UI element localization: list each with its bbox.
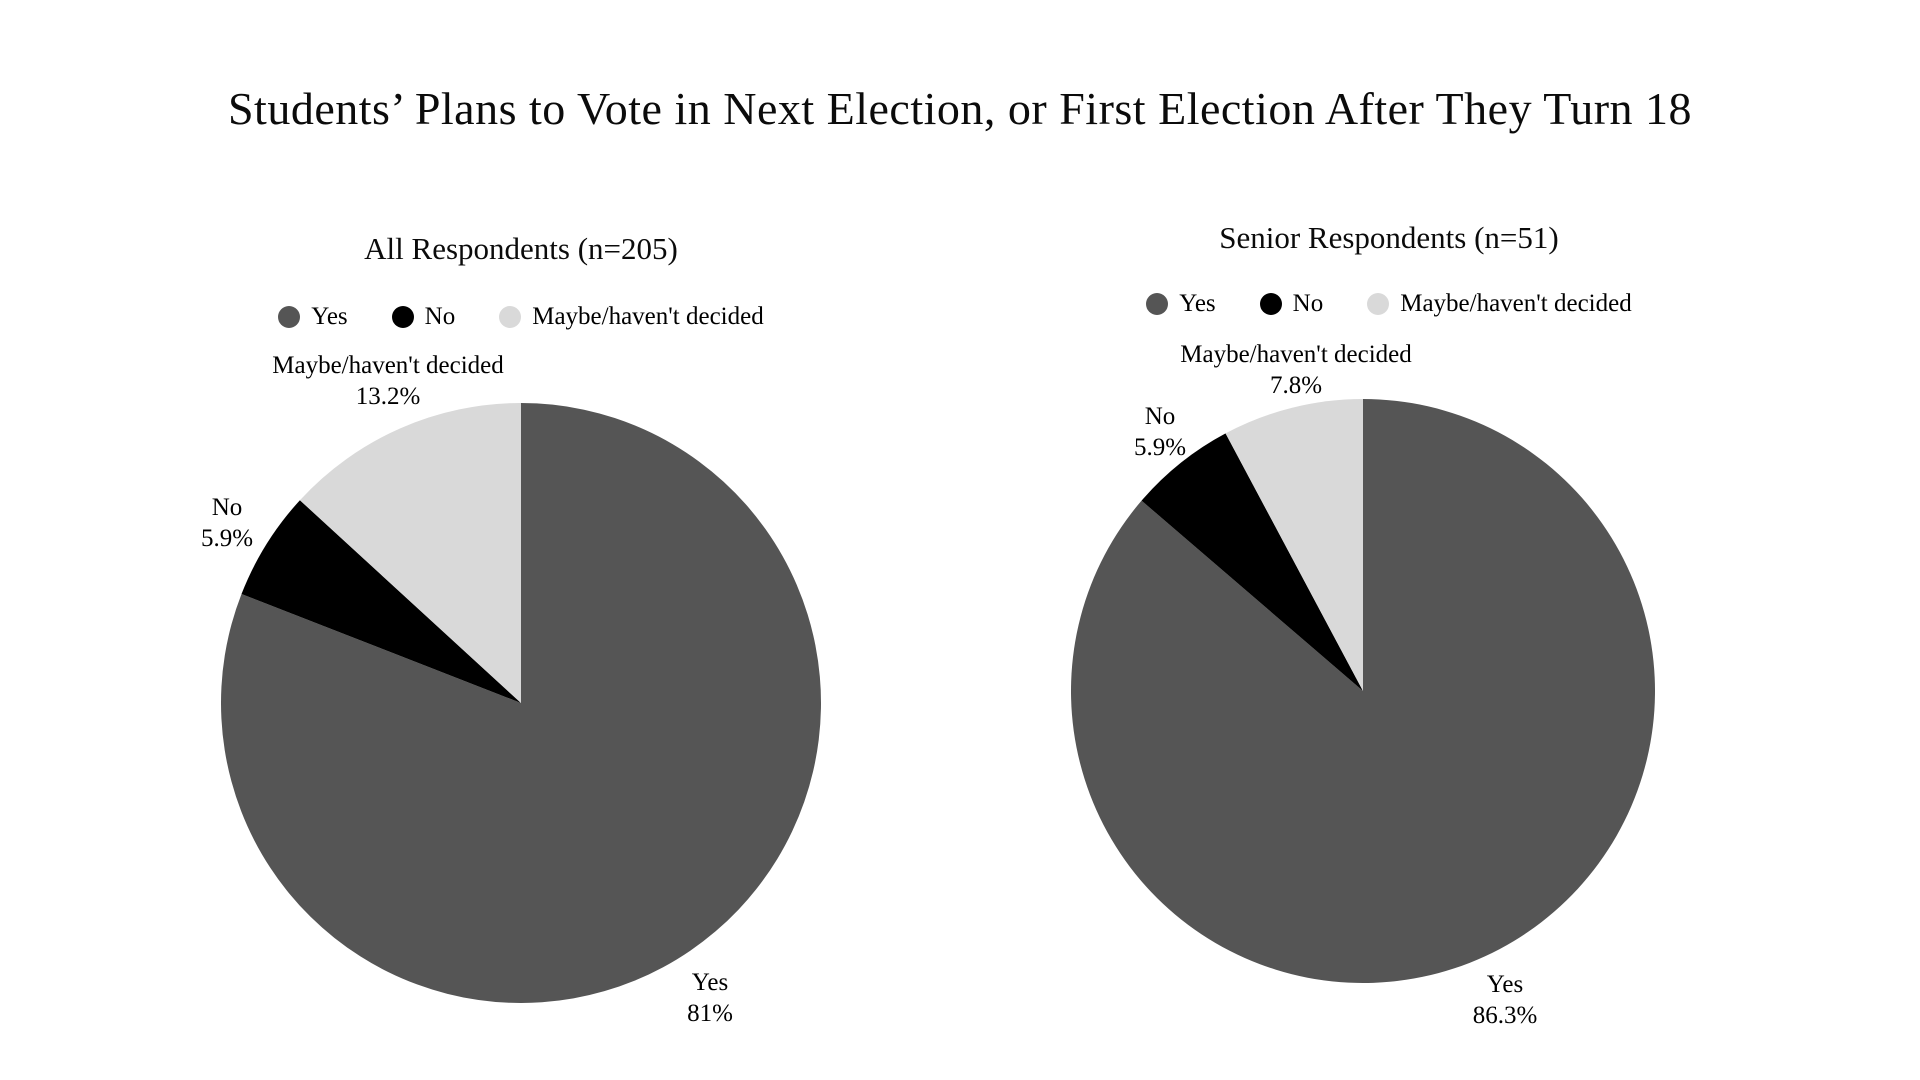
slice-label-yes-all-pct: 81% [687, 999, 733, 1027]
pie-slice-yes [1071, 399, 1655, 983]
pie-slice-no [241, 500, 521, 703]
pie-slice-yes [221, 403, 821, 1003]
pie-chart-senior-respondents [1071, 399, 1655, 983]
slice-label-yes-all-name: Yes [691, 969, 729, 996]
legend-senior-respondents: Yes No Maybe/haven't decided [1039, 290, 1739, 318]
pie-slice-maybe-haven-t-decided [299, 403, 521, 703]
legend-label-maybe: Maybe/haven't decided [1400, 290, 1632, 317]
legend-dot-no [1259, 293, 1282, 315]
legend-label-no: No [424, 303, 456, 330]
chart-title-all-respondents: All Respondents (n=205) [364, 231, 678, 266]
legend-item-maybe: Maybe/haven't decided [499, 303, 764, 331]
slice-label-yes-senior: Yes 86.3% [1425, 970, 1585, 1031]
legend-all-respondents: Yes No Maybe/haven't decided [171, 303, 871, 331]
page-title: Students’ Plans to Vote in Next Election… [227, 83, 1693, 134]
slice-label-no-all-name: No [211, 494, 243, 521]
slice-label-yes-senior-name: Yes [1486, 971, 1524, 998]
slice-label-no-all-pct: 5.9% [200, 524, 254, 552]
pie-chart-all-respondents [221, 403, 821, 1003]
slice-label-no-senior: No 5.9% [1080, 402, 1240, 463]
slice-label-maybe-senior: Maybe/haven't decided 7.8% [1146, 340, 1446, 401]
slice-label-maybe-all-name: Maybe/haven't decided [272, 352, 504, 379]
legend-dot-yes [278, 306, 301, 328]
legend-item-no: No [1259, 290, 1324, 318]
chart-title-senior-respondents: Senior Respondents (n=51) [1219, 220, 1559, 255]
legend-dot-yes [1146, 293, 1169, 315]
slice-label-no-senior-pct: 5.9% [1133, 433, 1187, 461]
slice-label-maybe-senior-pct: 7.8% [1269, 371, 1323, 399]
legend-item-yes: Yes [1146, 290, 1216, 318]
legend-label-no: No [1292, 290, 1324, 317]
pie-slice-no [1141, 433, 1363, 691]
slice-label-maybe-senior-name: Maybe/haven't decided [1180, 341, 1412, 368]
legend-dot-maybe [1367, 293, 1390, 315]
legend-label-yes: Yes [1179, 290, 1216, 317]
legend-item-yes: Yes [278, 303, 348, 331]
slice-label-yes-senior-pct: 86.3% [1472, 1001, 1538, 1029]
legend-item-maybe: Maybe/haven't decided [1367, 290, 1632, 318]
legend-label-yes: Yes [311, 303, 348, 330]
slice-label-maybe-all-pct: 13.2% [355, 382, 421, 410]
legend-label-maybe: Maybe/haven't decided [532, 303, 764, 330]
legend-item-no: No [391, 303, 456, 331]
slice-label-maybe-all: Maybe/haven't decided 13.2% [238, 351, 538, 412]
slice-label-no-all: No 5.9% [147, 493, 307, 554]
legend-dot-maybe [499, 306, 522, 328]
legend-dot-no [391, 306, 414, 328]
slice-label-yes-all: Yes 81% [630, 968, 790, 1029]
pie-slice-maybe-haven-t-decided [1225, 399, 1363, 691]
slice-label-no-senior-name: No [1144, 403, 1176, 430]
